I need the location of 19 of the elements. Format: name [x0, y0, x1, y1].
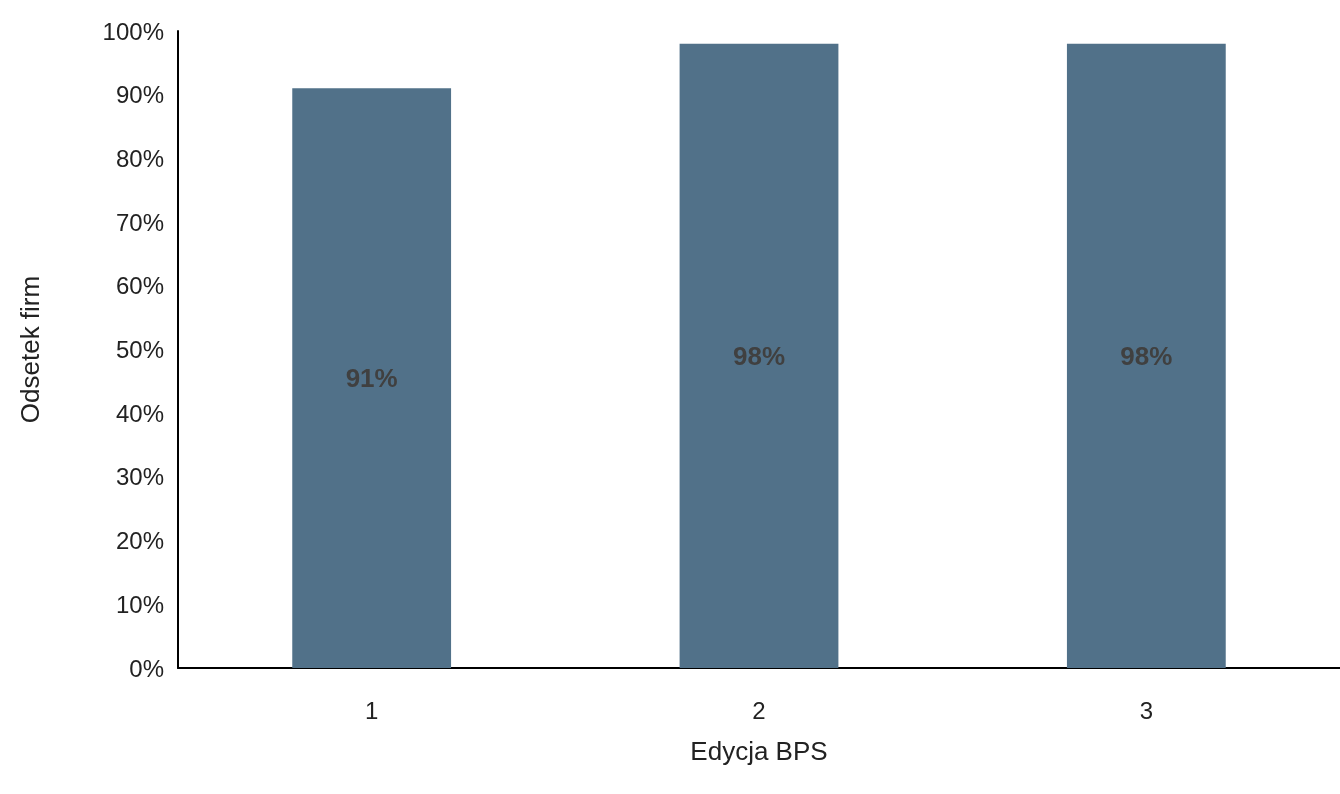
y-tick-label: 50% [115, 336, 164, 363]
y-tick-label: 40% [115, 399, 164, 427]
y-tick-label: 70% [115, 208, 164, 236]
y-tick-label: 100% [102, 17, 164, 45]
data-label: 91% [345, 363, 398, 394]
y-tick-label: 60% [115, 272, 164, 300]
x-tick-label: 1 [364, 696, 379, 724]
y-axis-title: Odsetek firm [15, 275, 45, 424]
x-axis-title: Edycja BPS [690, 736, 828, 766]
y-tick-label: 20% [115, 527, 164, 555]
data-label: 98% [732, 340, 786, 371]
y-tick-label: 80% [115, 144, 164, 172]
x-tick-label: 3 [1139, 696, 1154, 724]
data-label: 98% [1120, 340, 1173, 371]
y-tick-label: 0% [129, 654, 164, 682]
x-tick-label: 2 [752, 696, 766, 724]
y-tick-label: 30% [115, 463, 164, 491]
y-tick-label: 10% [115, 590, 164, 618]
y-tick-label: 90% [115, 81, 164, 109]
